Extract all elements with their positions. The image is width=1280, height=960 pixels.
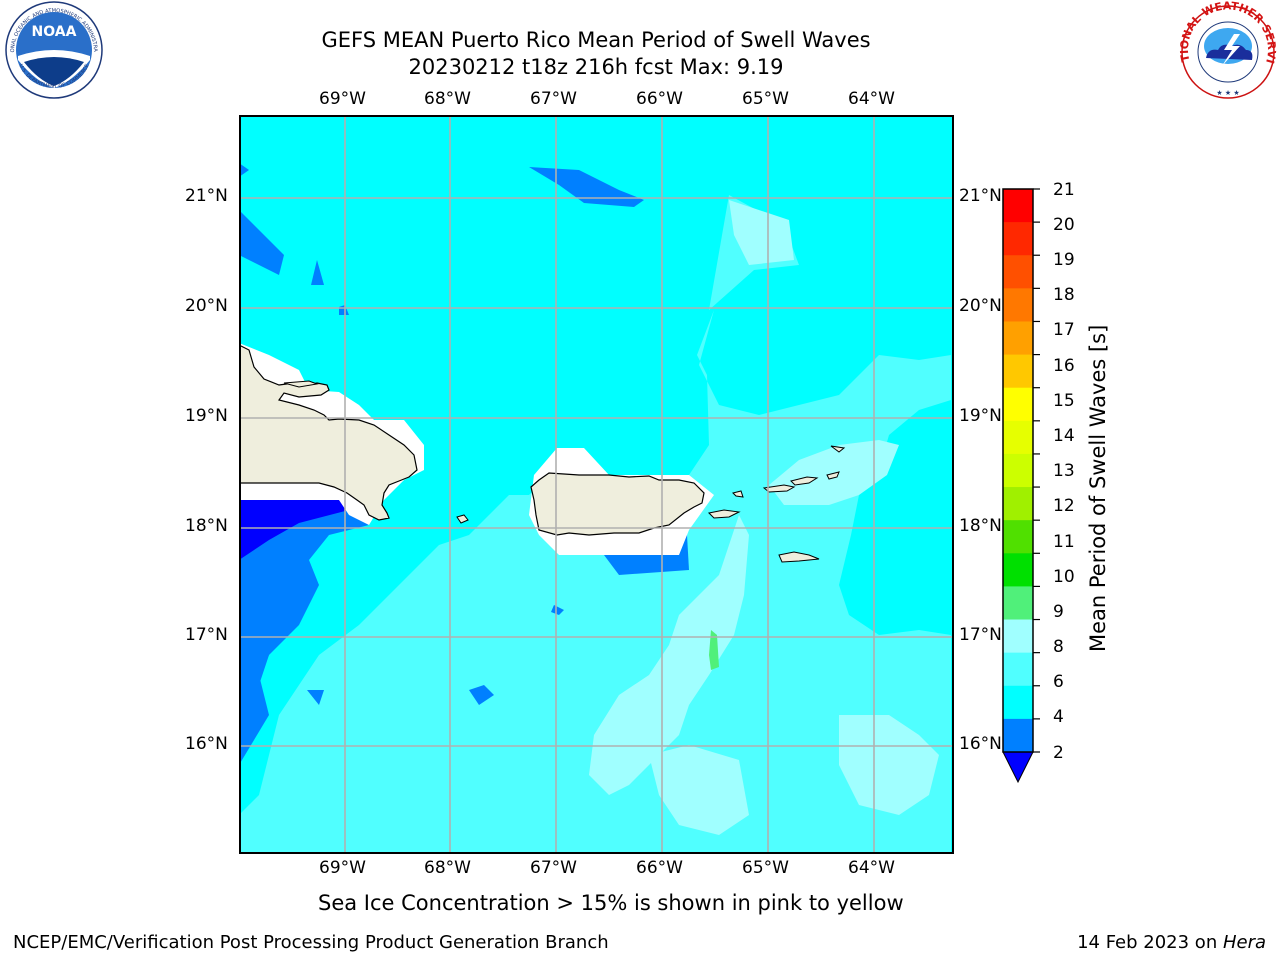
footer-machine: Hera bbox=[1222, 932, 1266, 953]
colorbar-band bbox=[1003, 255, 1033, 289]
swell-contour-9-10 bbox=[709, 630, 719, 670]
land-hispaniola bbox=[239, 344, 418, 521]
lon-label-top: 65°W bbox=[742, 89, 789, 109]
colorbar-tick-label: 13 bbox=[1053, 461, 1075, 481]
land-vieques bbox=[707, 509, 741, 519]
lat-label-right: 21°N bbox=[959, 186, 1002, 206]
colorbar-band bbox=[1003, 586, 1033, 621]
land-virgin-islands bbox=[790, 476, 819, 486]
colorbar bbox=[1002, 188, 1040, 784]
land-islet bbox=[283, 380, 319, 388]
colorbar-band bbox=[1003, 652, 1033, 687]
colorbar-tick-label: 20 bbox=[1053, 215, 1075, 235]
footer-producer: NCEP/EMC/Verification Post Processing Pr… bbox=[13, 932, 609, 953]
footer-date: 14 Feb 2023 on Hera bbox=[1077, 932, 1266, 953]
lat-label-left: 20°N bbox=[185, 296, 228, 316]
lon-label-bottom: 64°W bbox=[848, 858, 895, 878]
colorbar-tick-label: 19 bbox=[1053, 250, 1075, 270]
lat-label-left: 21°N bbox=[185, 186, 228, 206]
lat-label-left: 16°N bbox=[185, 734, 228, 754]
colorbar-band bbox=[1003, 222, 1033, 256]
colorbar-band bbox=[1003, 288, 1033, 322]
map-gridlines bbox=[239, 115, 954, 854]
lon-label-top: 64°W bbox=[848, 89, 895, 109]
colorbar-tick-label: 15 bbox=[1053, 391, 1075, 411]
colorbar-tick-label: 16 bbox=[1053, 356, 1075, 376]
colorbar-tick-label: 6 bbox=[1053, 672, 1064, 692]
footer-date-text: 14 Feb 2023 on bbox=[1077, 932, 1223, 953]
colorbar-band bbox=[1003, 354, 1033, 389]
lon-label-bottom: 68°W bbox=[424, 858, 471, 878]
lon-label-bottom: 67°W bbox=[530, 858, 577, 878]
colorbar-band bbox=[1003, 189, 1033, 223]
sea-ice-caption: Sea Ice Concentration > 15% is shown in … bbox=[318, 891, 904, 915]
land-st-croix bbox=[778, 551, 820, 563]
colorbar-tick-label: 9 bbox=[1053, 602, 1064, 622]
colorbar-tick-label: 8 bbox=[1053, 637, 1064, 657]
lat-label-right: 17°N bbox=[959, 625, 1002, 645]
colorbar-frame bbox=[1002, 188, 1034, 753]
colorbar-band bbox=[1003, 718, 1033, 753]
lat-label-right: 19°N bbox=[959, 406, 1002, 426]
land-puerto-rico bbox=[530, 472, 705, 536]
colorbar-band bbox=[1003, 487, 1033, 521]
colorbar-band bbox=[1003, 520, 1033, 554]
noaa-logo-text: NOAA bbox=[32, 24, 77, 40]
lat-label-right: 18°N bbox=[959, 516, 1002, 536]
colorbar-ticks bbox=[1033, 188, 1040, 753]
land-anegada-reef bbox=[830, 445, 846, 453]
map-subtitle: 20230212 t18z 216h fcst Max: 9.19 bbox=[408, 55, 784, 79]
nws-logo: NATIONAL WEATHER SERVICE ★ ★ ★ bbox=[1178, 0, 1278, 99]
land-anegada bbox=[826, 471, 840, 480]
lat-label-left: 18°N bbox=[185, 516, 228, 536]
lon-label-top: 66°W bbox=[636, 89, 683, 109]
colorbar-title: Mean Period of Swell Waves [s] bbox=[1086, 324, 1110, 652]
svg-text:★ ★ ★: ★ ★ ★ bbox=[1216, 89, 1239, 97]
lon-label-top: 68°W bbox=[424, 89, 471, 109]
lat-label-right: 20°N bbox=[959, 296, 1002, 316]
colorbar-band bbox=[1003, 387, 1033, 422]
colorbar-band bbox=[1003, 553, 1033, 587]
colorbar-tick-label: 2 bbox=[1053, 743, 1064, 763]
colorbar-tick-label: 10 bbox=[1053, 567, 1075, 587]
colorbar-extend-min bbox=[1002, 751, 1034, 784]
map-panel bbox=[239, 115, 954, 854]
lat-label-right: 16°N bbox=[959, 734, 1002, 754]
colorbar-tick-label: 17 bbox=[1053, 320, 1075, 340]
lat-label-left: 17°N bbox=[185, 625, 228, 645]
lon-label-top: 69°W bbox=[319, 89, 366, 109]
lon-label-top: 67°W bbox=[530, 89, 577, 109]
colorbar-tick-label: 4 bbox=[1053, 707, 1064, 727]
colorbar-band bbox=[1003, 321, 1033, 356]
colorbar-band bbox=[1003, 420, 1033, 455]
swell-contour-below-2 bbox=[239, 500, 349, 560]
colorbar-tick-label: 18 bbox=[1053, 285, 1075, 305]
lat-label-left: 19°N bbox=[185, 406, 228, 426]
noaa-logo: NOAA NATIONAL OCEANIC AND ATMOSPHERIC AD… bbox=[4, 0, 103, 99]
colorbar-band bbox=[1003, 453, 1033, 488]
lon-label-bottom: 65°W bbox=[742, 858, 789, 878]
colorbar-tick-label: 11 bbox=[1053, 532, 1075, 552]
colorbar-band bbox=[1003, 685, 1033, 720]
colorbar-tick-label: 14 bbox=[1053, 426, 1075, 446]
map-frame bbox=[239, 115, 954, 854]
swell-contour-2-4 bbox=[239, 163, 689, 765]
swell-contour-8-9 bbox=[589, 200, 939, 835]
colorbar-bands bbox=[1003, 189, 1033, 753]
colorbar-tick-label: 21 bbox=[1053, 180, 1075, 200]
colorbar-band bbox=[1003, 619, 1033, 654]
map-title: GEFS MEAN Puerto Rico Mean Period of Swe… bbox=[321, 28, 871, 52]
colorbar-tick-label: 12 bbox=[1053, 496, 1075, 516]
land-culebra bbox=[732, 490, 744, 498]
lon-label-bottom: 66°W bbox=[636, 858, 683, 878]
lon-label-bottom: 69°W bbox=[319, 858, 366, 878]
land-mona-island bbox=[456, 514, 469, 524]
